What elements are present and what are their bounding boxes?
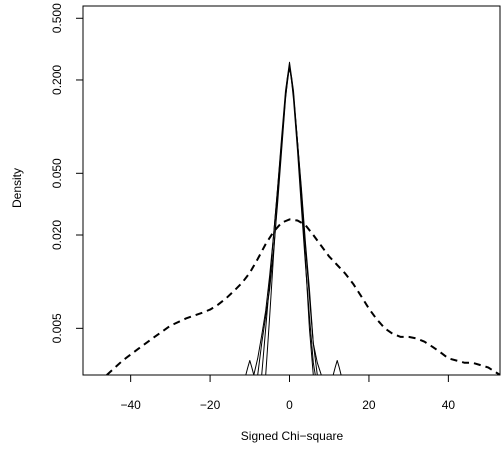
y-tick-label: 0.005 — [50, 313, 64, 343]
y-tick-label: 0.200 — [50, 65, 64, 95]
density-line-5 — [265, 65, 322, 375]
x-tick-label: 40 — [442, 398, 456, 412]
y-tick-label: 0.500 — [50, 3, 64, 33]
y-tick-label: 0.050 — [50, 158, 64, 188]
x-tick-label: 0 — [286, 398, 293, 412]
plot-area — [106, 61, 500, 375]
x-tick-label: −40 — [120, 398, 141, 412]
x-axis-title: Signed Chi−square — [241, 429, 344, 443]
density-line-4 — [261, 61, 314, 375]
density-line-7 — [332, 360, 342, 375]
y-axis-title: Density — [10, 168, 24, 208]
density-line-1 — [106, 218, 500, 375]
y-tick-label: 0.020 — [50, 220, 64, 250]
x-tick-label: −20 — [200, 398, 221, 412]
x-tick-label: 20 — [362, 398, 376, 412]
density-line-6 — [245, 360, 255, 375]
plot-frame — [82, 5, 501, 376]
axes: −40 −20 0 20 40 0.005 0.020 0.050 0.200 0.500 — [50, 3, 501, 412]
